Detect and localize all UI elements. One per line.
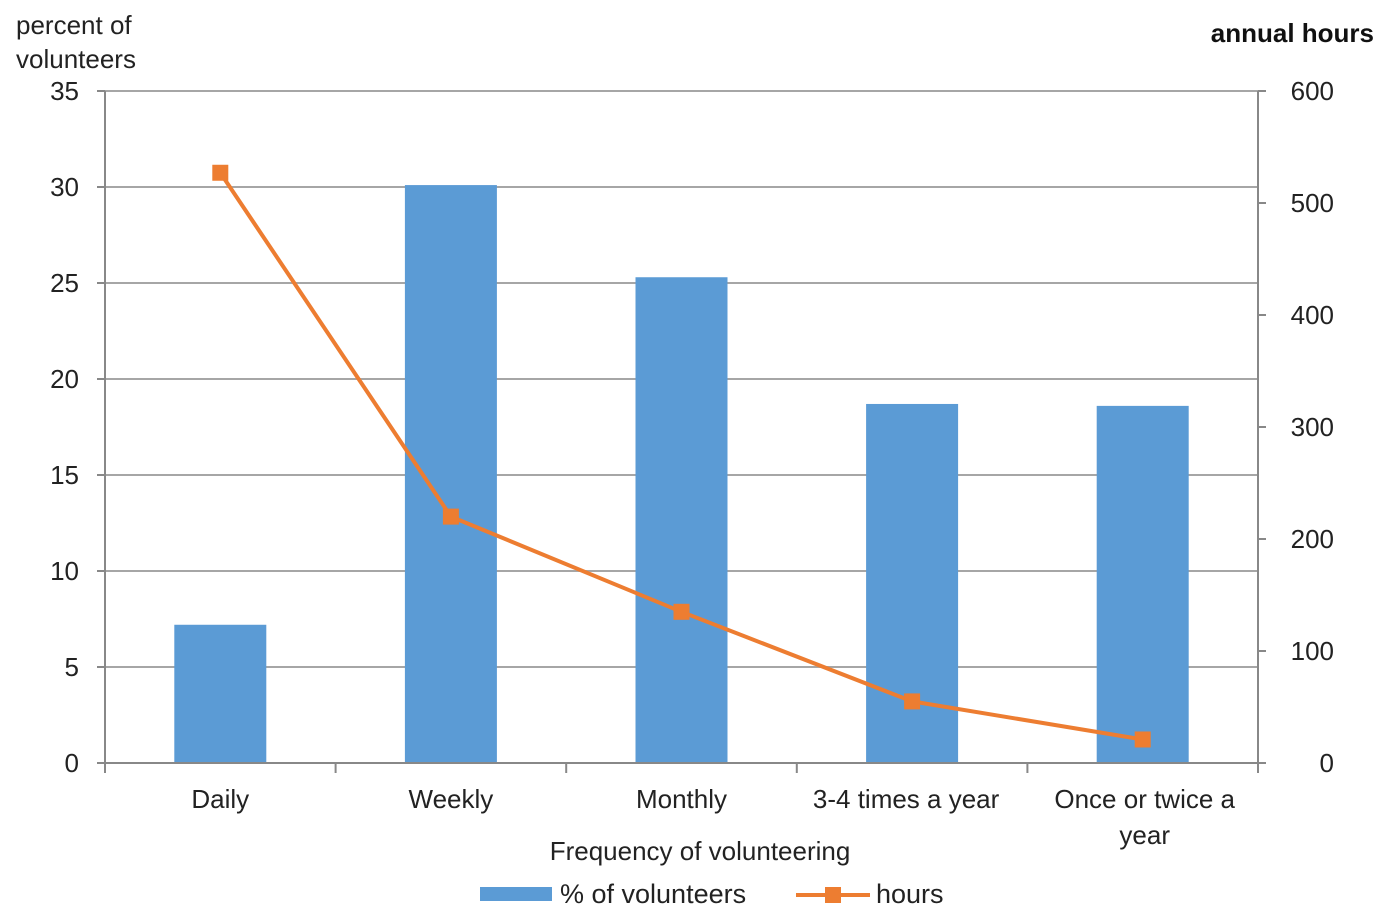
hours-marker-4 xyxy=(904,693,921,710)
right-tick-label: 300 xyxy=(1291,412,1334,442)
right-tick-label: 500 xyxy=(1291,188,1334,218)
left-axis-ticks: 0 5 10 15 20 25 30 35 xyxy=(50,76,79,778)
left-tick-label: 5 xyxy=(65,652,79,682)
legend-bar-label: % of volunteers xyxy=(560,879,746,909)
right-tick-label: 0 xyxy=(1320,748,1334,778)
left-tick-label: 15 xyxy=(50,460,79,490)
hours-marker-5 xyxy=(1134,731,1151,748)
category-label-5: Once or twice a year xyxy=(1054,784,1235,850)
category-label-2: Weekly xyxy=(409,784,494,814)
legend: % of volunteers hours xyxy=(480,879,944,909)
left-tick-label: 30 xyxy=(50,172,79,202)
category-label-3: Monthly xyxy=(636,784,727,814)
hours-marker-2 xyxy=(442,508,459,525)
bar-2 xyxy=(404,185,497,763)
legend-line-label: hours xyxy=(876,879,944,909)
hours-marker-1 xyxy=(212,164,229,181)
left-tick-label: 20 xyxy=(50,364,79,394)
left-tick-label: 25 xyxy=(50,268,79,298)
bar-series xyxy=(174,185,1189,763)
left-tick-label: 10 xyxy=(50,556,79,586)
right-tick-label: 600 xyxy=(1291,76,1334,106)
hours-marker-3 xyxy=(673,603,690,620)
hours-line-series xyxy=(212,164,1151,748)
left-axis-title-line-1: percent of xyxy=(16,10,132,40)
bar-1 xyxy=(174,624,267,763)
category-label-1: Daily xyxy=(191,784,249,814)
x-axis-ticks: Daily Weekly Monthly 3-4 times a year Once o… xyxy=(191,784,1235,850)
right-tick-label: 400 xyxy=(1291,300,1334,330)
legend-line-marker xyxy=(825,887,841,903)
bar-3 xyxy=(635,277,728,763)
bar-5 xyxy=(1096,405,1189,763)
axes xyxy=(97,90,1266,773)
right-axis-title: annual hours xyxy=(1211,18,1374,48)
x-axis-title: Frequency of volunteering xyxy=(550,836,851,866)
category-label-4: 3-4 times a year xyxy=(813,784,1000,814)
legend-bar-swatch xyxy=(480,887,552,901)
left-tick-label: 35 xyxy=(50,76,79,106)
right-tick-label: 100 xyxy=(1291,636,1334,666)
left-tick-label: 0 xyxy=(65,748,79,778)
right-tick-label: 200 xyxy=(1291,524,1334,554)
left-axis-title-line-2: volunteers xyxy=(16,44,136,74)
right-axis-ticks: 0 100 200 300 400 500 600 xyxy=(1291,76,1334,778)
